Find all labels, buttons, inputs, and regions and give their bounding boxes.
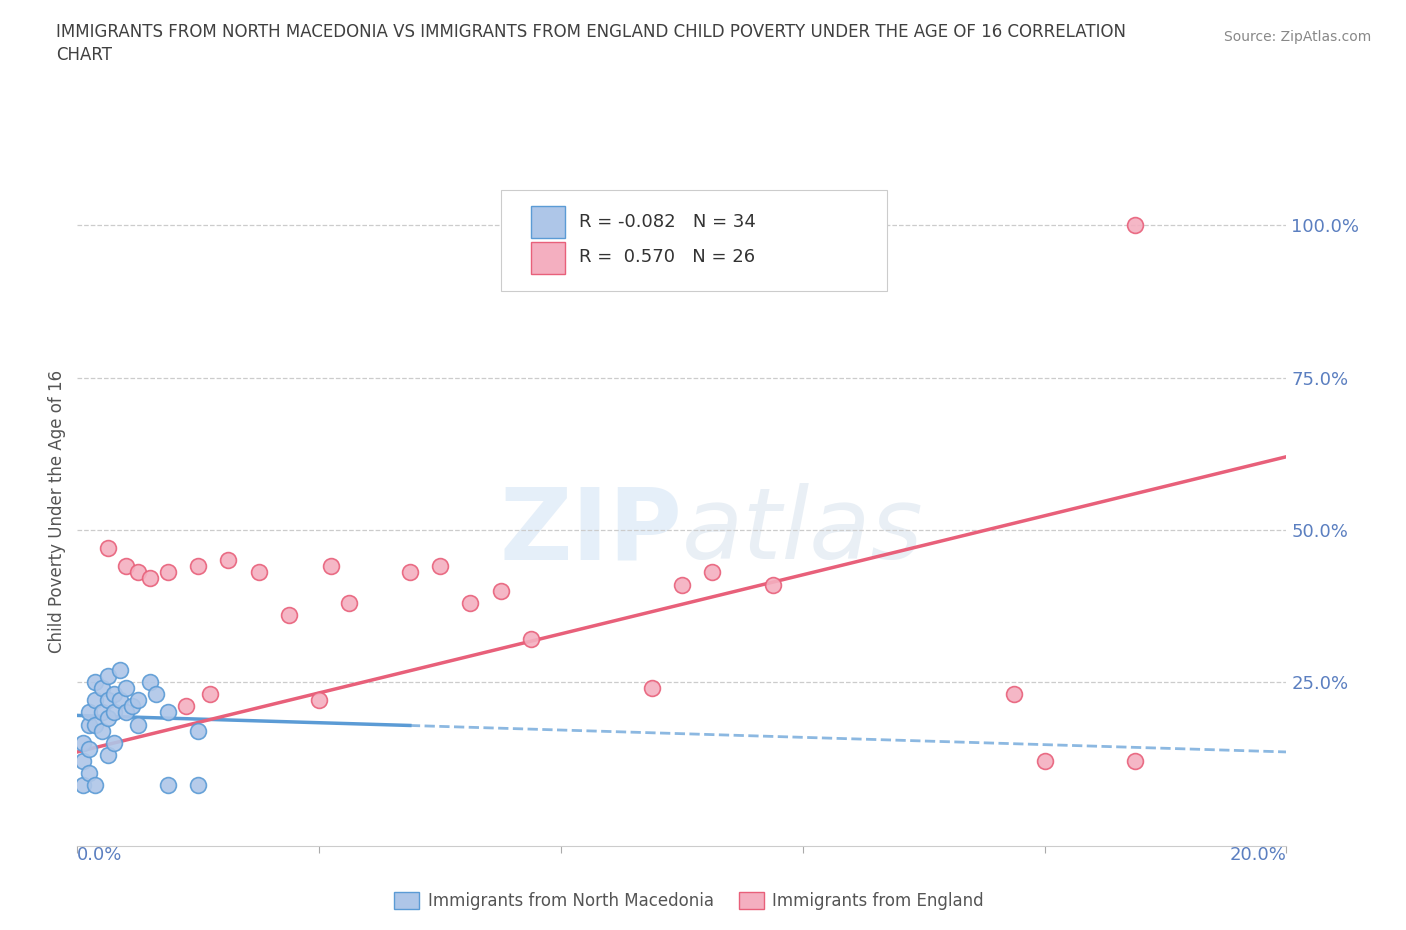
Point: [218, 552, 240, 567]
Point: [671, 578, 693, 592]
Point: [84, 717, 107, 732]
Point: [321, 559, 343, 574]
Point: [1123, 218, 1146, 232]
Point: [79, 765, 101, 780]
Point: [114, 559, 136, 574]
Point: [399, 565, 422, 579]
FancyBboxPatch shape: [501, 190, 887, 290]
Point: [187, 778, 209, 793]
Point: [429, 559, 451, 574]
Point: [90, 705, 112, 720]
Point: [103, 736, 125, 751]
Text: ZIP: ZIP: [499, 483, 682, 580]
Point: [114, 705, 136, 720]
Point: [96, 540, 118, 555]
Point: [96, 748, 118, 763]
Text: 20.0%: 20.0%: [1230, 846, 1286, 864]
Point: [127, 717, 149, 732]
Point: [139, 674, 162, 689]
Point: [79, 741, 101, 756]
Text: atlas: atlas: [682, 483, 924, 580]
Point: [84, 693, 107, 708]
Point: [200, 686, 222, 701]
Point: [278, 607, 301, 622]
Point: [108, 662, 131, 677]
Point: [308, 693, 330, 708]
Y-axis label: Child Poverty Under the Age of 16: Child Poverty Under the Age of 16: [48, 370, 66, 653]
Text: 0.0%: 0.0%: [77, 846, 122, 864]
Point: [90, 681, 112, 696]
Point: [702, 565, 724, 579]
Point: [174, 698, 197, 713]
Point: [114, 681, 136, 696]
Point: [90, 724, 112, 738]
Point: [84, 778, 107, 793]
Point: [127, 565, 149, 579]
Point: [84, 674, 107, 689]
Point: [337, 595, 360, 610]
Point: [72, 753, 94, 768]
Point: [139, 571, 162, 586]
Point: [127, 693, 149, 708]
Point: [520, 631, 543, 646]
Point: [187, 559, 209, 574]
Text: R = -0.082   N = 34: R = -0.082 N = 34: [579, 213, 756, 231]
Point: [157, 778, 180, 793]
Point: [762, 578, 785, 592]
Point: [103, 686, 125, 701]
Bar: [531, 242, 565, 273]
Point: [157, 705, 180, 720]
Point: [157, 565, 180, 579]
Point: [79, 717, 101, 732]
Point: [72, 778, 94, 793]
Point: [72, 736, 94, 751]
Point: [103, 705, 125, 720]
Point: [79, 705, 101, 720]
Text: Source: ZipAtlas.com: Source: ZipAtlas.com: [1223, 30, 1371, 44]
Point: [1004, 686, 1026, 701]
Point: [489, 583, 512, 598]
Point: [145, 686, 167, 701]
Text: CHART: CHART: [56, 46, 112, 64]
Point: [247, 565, 270, 579]
Point: [121, 698, 143, 713]
Legend: Immigrants from North Macedonia, Immigrants from England: Immigrants from North Macedonia, Immigra…: [388, 885, 990, 917]
Text: R =  0.570   N = 26: R = 0.570 N = 26: [579, 248, 755, 266]
Point: [458, 595, 481, 610]
Point: [1123, 753, 1146, 768]
Text: IMMIGRANTS FROM NORTH MACEDONIA VS IMMIGRANTS FROM ENGLAND CHILD POVERTY UNDER T: IMMIGRANTS FROM NORTH MACEDONIA VS IMMIG…: [56, 23, 1126, 41]
Point: [96, 669, 118, 684]
Point: [641, 681, 664, 696]
Point: [1033, 753, 1056, 768]
Point: [108, 693, 131, 708]
Point: [187, 724, 209, 738]
Point: [96, 711, 118, 726]
Bar: [531, 206, 565, 238]
Point: [96, 693, 118, 708]
